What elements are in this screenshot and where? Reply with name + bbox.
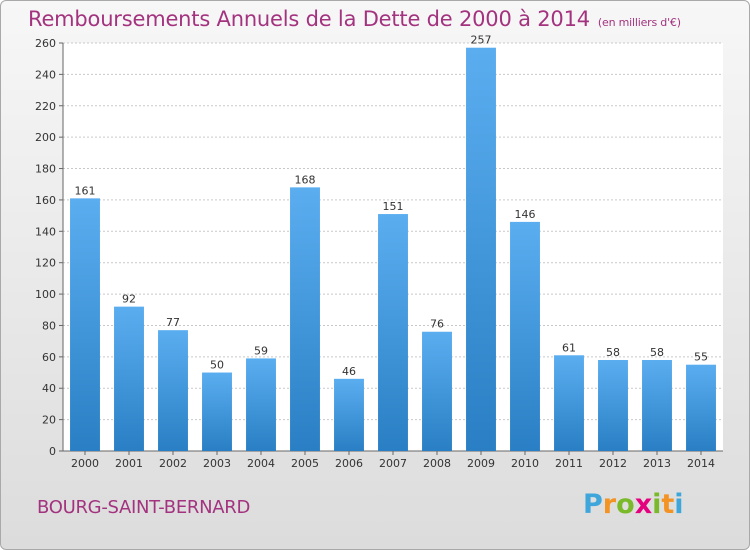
value-label-2014: 55 [694,351,708,364]
x-tick-label-2004: 2004 [247,457,275,470]
y-tick-label-260: 260 [35,37,56,50]
x-tick-label-2010: 2010 [511,457,539,470]
y-tick-label-40: 40 [42,382,56,395]
x-tick-label-2006: 2006 [335,457,363,470]
bar-2010 [510,221,540,451]
bar-2003 [202,372,232,451]
place-name: BOURG-SAINT-BERNARD [37,497,251,518]
bar-2006 [334,378,364,451]
y-tick-label-180: 180 [35,163,56,176]
y-tick-label-120: 120 [35,257,56,270]
bar-2004 [246,358,276,451]
bar-2013 [642,359,672,451]
value-label-2003: 50 [210,359,224,372]
x-tick-label-2014: 2014 [687,457,715,470]
bar-2000 [70,198,100,451]
x-tick-label-2013: 2013 [643,457,671,470]
y-tick-label-20: 20 [42,414,56,427]
x-tick-label-2008: 2008 [423,457,451,470]
brand-letter-4: i [652,489,662,520]
brand-letter-1: r [602,489,617,520]
x-tick-label-2009: 2009 [467,457,495,470]
y-tick-label-80: 80 [42,319,56,332]
x-tick-label-2012: 2012 [599,457,627,470]
brand-letter-6: i [674,489,684,520]
y-tick-label-140: 140 [35,225,56,238]
value-label-2002: 77 [166,316,180,329]
y-tick-label-100: 100 [35,288,56,301]
y-tick-label-0: 0 [49,445,56,458]
bar-2005 [290,187,320,451]
x-tick-label-2007: 2007 [379,457,407,470]
bar-2007 [378,214,408,451]
x-tick-label-2001: 2001 [115,457,143,470]
value-label-2000: 161 [75,184,96,197]
bar-2001 [114,306,144,451]
y-tick-label-240: 240 [35,68,56,81]
x-tick-label-2003: 2003 [203,457,231,470]
x-tick-label-2005: 2005 [291,457,319,470]
value-label-2009: 257 [471,34,492,47]
value-label-2013: 58 [650,346,664,359]
value-label-2004: 59 [254,344,268,357]
value-label-2008: 76 [430,318,444,331]
y-tick-label-220: 220 [35,100,56,113]
bar-2014 [686,364,716,451]
brand-letter-3: x [634,489,653,520]
unit-note: (en milliers d'€) [597,16,681,29]
y-tick-label-160: 160 [35,194,56,207]
y-tick-label-200: 200 [35,131,56,144]
y-tick-label-60: 60 [42,351,56,364]
value-label-2011: 61 [562,341,576,354]
brand-letter-0: P [583,489,603,520]
value-label-2007: 151 [383,200,404,213]
chart-title: Remboursements Annuels de la Dette de 20… [28,7,681,31]
value-label-2010: 146 [515,208,536,221]
x-tick-label-2011: 2011 [555,457,583,470]
brand-letter-2: o [616,489,635,520]
value-label-2005: 168 [295,173,316,186]
bar-2008 [422,331,452,451]
x-tick-label-2000: 2000 [71,457,99,470]
value-label-2012: 58 [606,346,620,359]
brand-letter-5: t [661,489,675,520]
bar-2011 [554,355,584,451]
bar-2012 [598,359,628,451]
x-tick-label-2002: 2002 [159,457,187,470]
bar-2002 [158,330,188,451]
bar-2009 [466,47,496,451]
value-label-2006: 46 [342,365,356,378]
brand-logo: Proxiti [583,489,684,520]
value-label-2001: 92 [122,293,136,306]
